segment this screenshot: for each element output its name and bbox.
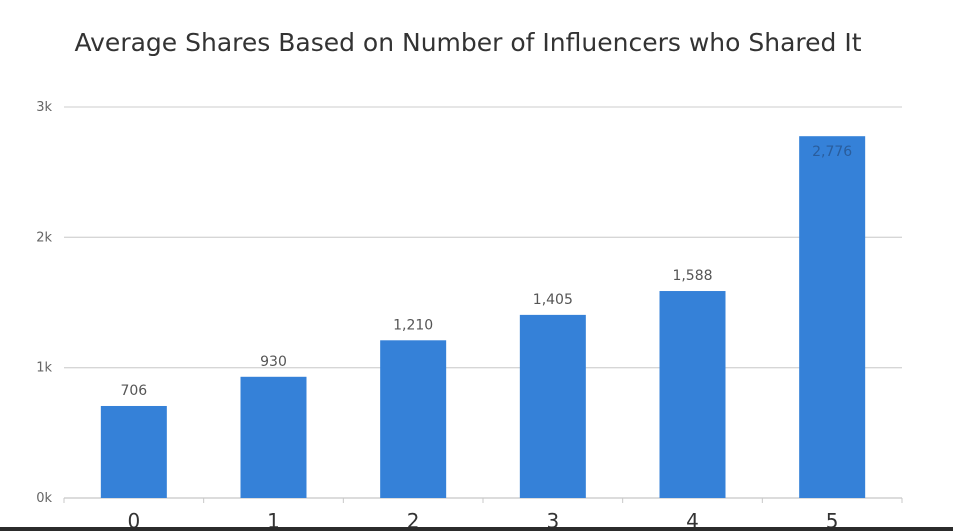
bar bbox=[240, 376, 307, 498]
data-label: 706 bbox=[120, 383, 147, 399]
bar bbox=[799, 136, 866, 498]
data-label: 1,588 bbox=[672, 268, 712, 284]
data-label: 1,210 bbox=[393, 317, 433, 333]
x-tick-label: 2 bbox=[407, 509, 420, 531]
bar bbox=[100, 405, 167, 498]
bottom-border bbox=[0, 527, 953, 531]
labels: 0k 1k 2k 3k 0 706 1 930 2 1,210 3 1,405 4 1,588 5 2,776 bbox=[36, 100, 852, 531]
bar bbox=[380, 340, 447, 498]
data-label: 2,776 bbox=[812, 144, 852, 160]
bars bbox=[100, 136, 866, 498]
x-tick-label: 5 bbox=[826, 509, 839, 531]
y-tick-label: 0k bbox=[36, 491, 52, 506]
x-tick-label: 3 bbox=[546, 509, 559, 531]
x-tick-label: 1 bbox=[267, 509, 280, 531]
y-tick-label: 2k bbox=[36, 230, 52, 245]
chart-title: Average Shares Based on Number of Influe… bbox=[74, 28, 862, 57]
gridlines bbox=[63, 106, 903, 503]
x-tick-label: 0 bbox=[127, 509, 140, 531]
y-tick-label: 1k bbox=[36, 361, 52, 376]
bar bbox=[659, 291, 726, 498]
data-label: 930 bbox=[260, 354, 287, 370]
x-tick-label: 4 bbox=[686, 509, 699, 531]
y-tick-label: 3k bbox=[36, 100, 52, 115]
data-label: 1,405 bbox=[533, 292, 573, 308]
bar bbox=[519, 314, 586, 498]
